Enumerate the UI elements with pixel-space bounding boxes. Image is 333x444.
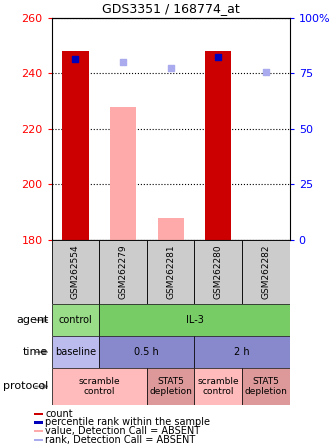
Point: [168, 64, 173, 71]
Bar: [110, 107, 136, 240]
Bar: [147, 240, 194, 304]
Text: GSM262280: GSM262280: [214, 245, 223, 299]
Text: percentile rank within the sample: percentile rank within the sample: [45, 417, 210, 427]
Bar: [52, 240, 99, 304]
Text: agent: agent: [16, 315, 48, 325]
Bar: [147, 368, 194, 405]
Bar: [34, 421, 44, 424]
Text: IL-3: IL-3: [185, 315, 203, 325]
Text: rank, Detection Call = ABSENT: rank, Detection Call = ABSENT: [45, 435, 195, 444]
Text: protocol: protocol: [3, 381, 48, 392]
Bar: [52, 304, 99, 336]
Point: [121, 59, 126, 66]
Bar: [52, 368, 147, 405]
Point: [216, 53, 221, 60]
Point: [263, 68, 268, 75]
Bar: [62, 51, 89, 240]
Text: GSM262279: GSM262279: [119, 245, 128, 299]
Text: count: count: [45, 408, 73, 419]
Bar: [34, 439, 44, 441]
Text: time: time: [23, 347, 48, 357]
Bar: [194, 240, 242, 304]
Bar: [34, 413, 44, 415]
Text: scramble
control: scramble control: [197, 377, 239, 396]
Text: GSM262554: GSM262554: [71, 245, 80, 299]
Bar: [99, 304, 290, 336]
Text: control: control: [59, 315, 92, 325]
Text: GSM262282: GSM262282: [261, 245, 270, 299]
Text: STAT5
depletion: STAT5 depletion: [244, 377, 287, 396]
Bar: [158, 218, 184, 240]
Text: value, Detection Call = ABSENT: value, Detection Call = ABSENT: [45, 426, 200, 436]
Bar: [194, 368, 242, 405]
Bar: [99, 240, 147, 304]
Text: STAT5
depletion: STAT5 depletion: [149, 377, 192, 396]
Point: [73, 56, 78, 63]
Text: 0.5 h: 0.5 h: [135, 347, 159, 357]
Bar: [194, 336, 290, 368]
Text: 2 h: 2 h: [234, 347, 250, 357]
Text: baseline: baseline: [55, 347, 96, 357]
Text: GSM262281: GSM262281: [166, 245, 175, 299]
Bar: [205, 51, 231, 240]
Bar: [242, 368, 290, 405]
Bar: [242, 240, 290, 304]
Bar: [34, 430, 44, 432]
Bar: [99, 336, 194, 368]
Bar: [52, 336, 99, 368]
Title: GDS3351 / 168774_at: GDS3351 / 168774_at: [102, 2, 239, 15]
Text: scramble
control: scramble control: [79, 377, 120, 396]
